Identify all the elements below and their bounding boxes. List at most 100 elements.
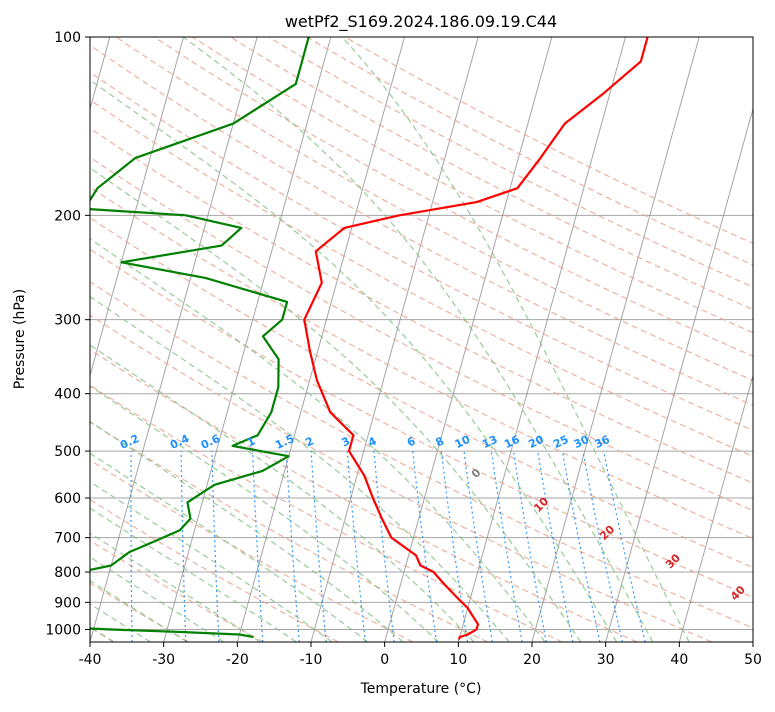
x-tick-label: 0 — [380, 652, 389, 668]
moist-adiabat — [90, 420, 404, 642]
y-tick-label: 700 — [54, 531, 81, 547]
x-tick-label: -10 — [300, 652, 323, 668]
mixing-ratio-label: 6 — [405, 434, 418, 449]
moist-adiabat-label: 40 — [728, 583, 748, 603]
dry-adiabat — [90, 99, 753, 458]
x-tick-label: 10 — [449, 652, 467, 668]
y-tick-label: 600 — [54, 491, 81, 507]
y-tick-label: 1000 — [45, 622, 81, 638]
y-tick-label: 500 — [54, 444, 81, 460]
mixing-ratio-label: 2 — [303, 434, 315, 449]
mixing-ratio-label: 13 — [480, 433, 499, 451]
moist-adiabat — [90, 79, 618, 642]
mixing-ratio-line — [440, 451, 469, 642]
plot-area — [82, 37, 753, 642]
dry-adiabat — [90, 348, 638, 642]
isotherm-line — [605, 106, 753, 642]
mixing-ratio-label: 0.4 — [168, 432, 191, 452]
mixing-ratio-label: 20 — [527, 433, 547, 451]
mixing-ratio-line — [463, 451, 493, 642]
dry-adiabat — [90, 314, 712, 642]
mixing-ratio-label: 10 — [453, 433, 473, 451]
mixing-ratio-label: 0.2 — [118, 432, 141, 452]
moist-adiabat — [90, 344, 475, 642]
isotherm-line — [457, 37, 626, 642]
dry-adiabat — [90, 498, 339, 642]
x-axis-label: Temperature (°C) — [360, 681, 482, 697]
mixing-ratio-line — [537, 451, 574, 642]
moist-adiabat — [90, 452, 369, 642]
line-labels: 0.2 0.4 0.6 1 1.5 2 3 4 6 8 10 13 16 20 25 30 3601020304… — [118, 432, 748, 603]
mixing-ratio-line — [180, 451, 187, 642]
dry-adiabat — [90, 582, 190, 642]
y-tick-label: 800 — [54, 565, 81, 581]
isotherm-line — [90, 37, 258, 642]
mixing-ratio-line — [130, 451, 133, 642]
moist-adiabat-label: 30 — [663, 551, 683, 571]
moist-adiabat-label: 20 — [597, 522, 617, 542]
mixing-ratio-line — [82, 451, 85, 642]
moist-adiabat — [90, 480, 333, 642]
isotherm-line — [752, 640, 753, 642]
moist-adiabat — [90, 385, 439, 642]
mixing-ratio-label: 1.5 — [273, 432, 296, 452]
moist-adiabat — [182, 37, 654, 642]
dry-adiabat — [90, 186, 753, 540]
x-tick-label: -30 — [152, 652, 175, 668]
moist-adiabat — [90, 238, 546, 642]
mixing-ratio-line — [603, 450, 646, 642]
dry-adiabat — [90, 44, 753, 406]
x-axis: -40 -30 -20 -10 0 10 20 30 40 50 — [79, 642, 762, 668]
x-tick-label: 50 — [744, 652, 762, 668]
dry-adiabat — [90, 216, 753, 569]
moist-adiabat — [90, 507, 297, 642]
isotherm-line — [90, 37, 184, 378]
dry-adiabat — [153, 37, 753, 357]
plot-frame — [89, 36, 754, 643]
mixing-ratio-line — [310, 451, 327, 642]
moist-adiabat — [90, 579, 188, 642]
mixing-ratio-line — [582, 450, 623, 642]
y-tick-label: 900 — [54, 595, 81, 611]
mixing-ratio-label: 16 — [502, 433, 522, 451]
y-axis: 100 200 300 400 500 600 700 800 900 1000 — [45, 30, 90, 638]
isotherm-line — [384, 37, 553, 642]
y-tick-label: 100 — [54, 30, 81, 46]
x-tick-label: 30 — [597, 652, 615, 668]
x-tick-label: -40 — [79, 652, 102, 668]
x-tick-label: 20 — [523, 652, 541, 668]
dry-adiabat — [90, 71, 753, 432]
chart-title: wetPf2_S169.2024.186.09.19.C44 — [285, 12, 557, 32]
dry-adiabat — [268, 37, 753, 288]
mixing-ratio-label: 30 — [572, 433, 592, 451]
y-tick-label: 400 — [54, 387, 81, 403]
isotherm-line — [236, 37, 405, 642]
y-tick-label: 300 — [54, 313, 81, 329]
dry-adiabat — [115, 37, 753, 382]
dry-adiabat — [90, 127, 753, 484]
mixing-ratio-line — [285, 451, 300, 642]
mixing-ratio-line — [512, 451, 547, 642]
x-tick-label: 40 — [670, 652, 688, 668]
dry-adiabat — [90, 156, 753, 512]
mixing-ratio-line — [373, 451, 395, 642]
mixing-ratio-line — [252, 451, 264, 642]
mixing-ratio-label: 36 — [592, 433, 612, 451]
mixing-ratio-line — [561, 450, 601, 642]
isotherm-line — [531, 37, 700, 642]
dewpoint-profile — [90, 37, 310, 639]
moist-adiabat — [341, 37, 690, 642]
mixing-ratio-label: 0.6 — [199, 432, 222, 452]
moist-adiabat — [90, 556, 225, 642]
mixing-ratio-line — [490, 451, 523, 642]
temperature-profile — [303, 37, 649, 640]
mixing-ratio-label: 4 — [366, 434, 379, 449]
dry-adiabat — [90, 280, 753, 629]
dry-adiabat — [90, 459, 414, 642]
moist-adiabat — [90, 167, 582, 642]
mixing-ratio-line — [412, 451, 437, 642]
dry-adiabat — [90, 248, 753, 598]
mixing-ratio-line — [346, 451, 366, 642]
